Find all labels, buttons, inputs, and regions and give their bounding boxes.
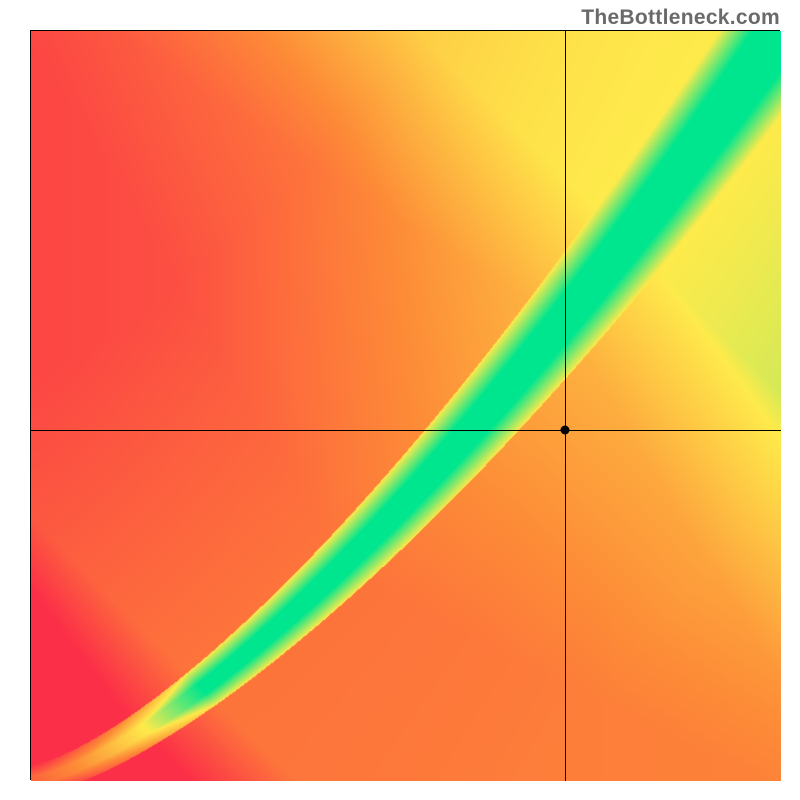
watermark-text: TheBottleneck.com: [581, 6, 780, 30]
crosshair-horizontal: [31, 430, 781, 431]
chart-container: TheBottleneck.com: [0, 0, 800, 800]
crosshair-marker: [561, 426, 570, 435]
heatmap-canvas: [31, 31, 781, 781]
crosshair-vertical: [565, 31, 566, 781]
heatmap-plot: [30, 30, 780, 780]
